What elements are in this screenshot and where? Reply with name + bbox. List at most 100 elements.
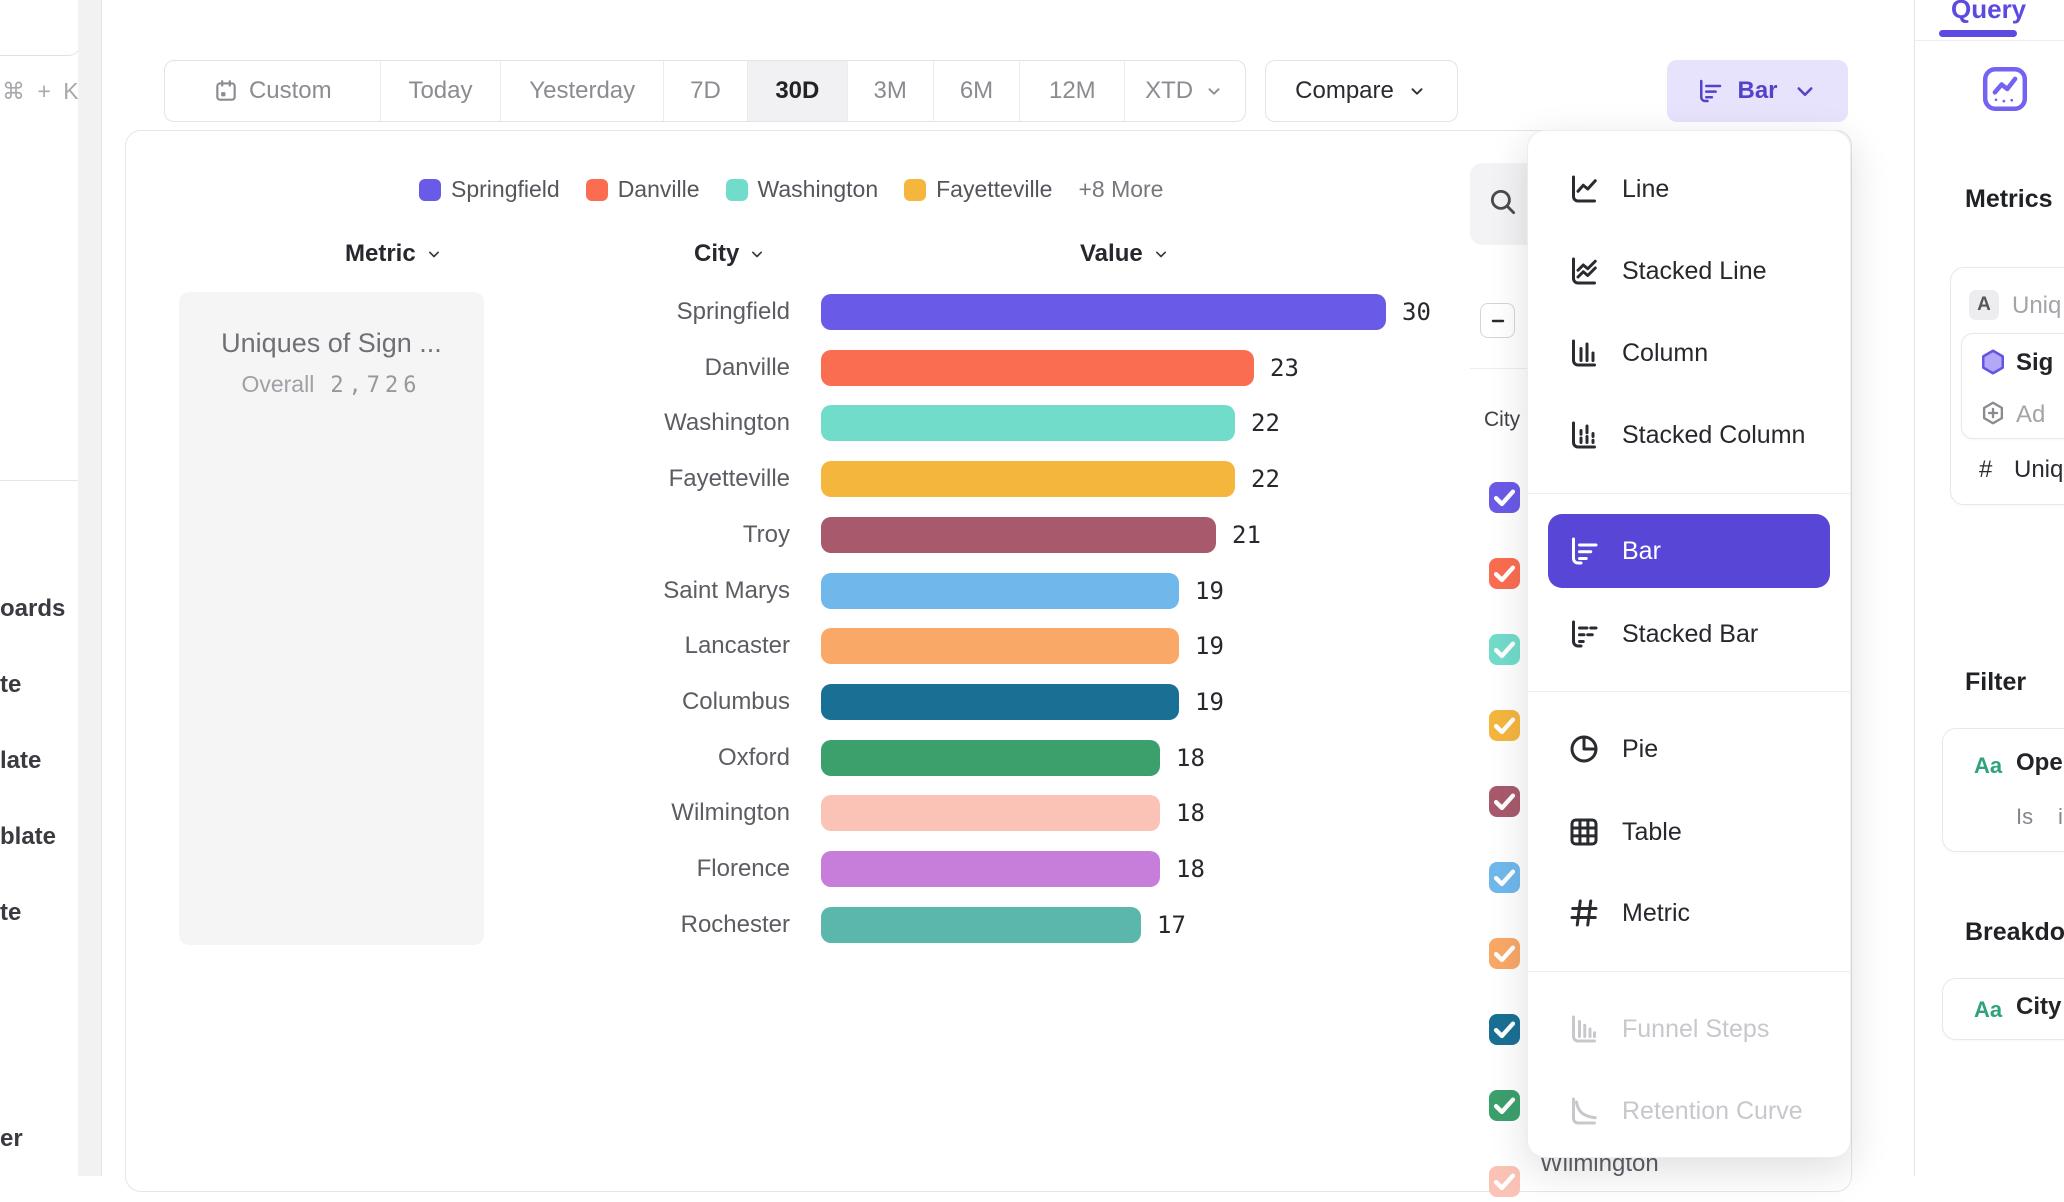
rail-nav-item-partial[interactable]: te	[0, 899, 22, 926]
column-header-value[interactable]: Value	[1080, 240, 1171, 268]
bar-troy[interactable]	[821, 516, 1216, 553]
legend-item[interactable]: Washington	[725, 176, 878, 203]
bar-value-label: 19	[1195, 576, 1224, 605]
bar-value-label: 23	[1270, 353, 1299, 382]
date-range-today[interactable]: Today	[379, 61, 501, 121]
menu-item-stacked-bar[interactable]: Stacked Bar	[1528, 593, 1850, 675]
series-checkbox-checked[interactable]	[1489, 633, 1520, 665]
series-checkbox-checked[interactable]	[1489, 1165, 1520, 1197]
legend-more-label[interactable]: +8 More	[1078, 176, 1164, 202]
legend-item[interactable]: Fayetteville	[904, 176, 1052, 203]
menu-item-column[interactable]: Column	[1528, 312, 1850, 394]
retention-curve-icon	[1566, 1093, 1602, 1129]
date-range-xtd[interactable]: XTD	[1124, 61, 1245, 121]
chart-legend: Springfield Danville Washington Fayettevill…	[419, 176, 1163, 203]
menu-item-label: Funnel Steps	[1622, 1014, 1770, 1043]
date-range-7d[interactable]: 7D	[663, 61, 747, 121]
bar-oxford[interactable]	[821, 739, 1160, 776]
legend-item[interactable]: Springfield	[419, 176, 560, 203]
bar-springfield[interactable]	[821, 294, 1386, 330]
rail-nav-item-partial[interactable]: oards	[0, 595, 66, 622]
rail-search-box[interactable]	[0, 0, 82, 56]
menu-item-label: Stacked Column	[1622, 420, 1806, 449]
date-range-custom[interactable]: Custom	[165, 61, 380, 121]
metric-title: Uniques of Sign ...	[221, 328, 442, 358]
add-event-icon[interactable]	[1979, 399, 2007, 427]
rail-divider	[0, 480, 78, 481]
bar-value-label: 22	[1251, 465, 1280, 494]
bar-danville[interactable]	[821, 349, 1254, 386]
bar-lancaster[interactable]	[821, 628, 1179, 665]
check-icon	[1489, 634, 1520, 665]
bar-columbus[interactable]	[821, 683, 1179, 720]
series-checkbox-checked[interactable]	[1489, 1013, 1520, 1045]
date-range-30d-selected[interactable]: 30D	[746, 61, 847, 121]
funnel-steps-icon	[1566, 1011, 1602, 1047]
stacked-line-chart-icon	[1566, 253, 1602, 289]
tab-query[interactable]: Query	[1951, 0, 2027, 24]
select-all-checkbox-indeterminate[interactable]	[1480, 303, 1515, 338]
chart-type-button-label: Bar	[1737, 77, 1778, 104]
series-checkbox-checked[interactable]	[1489, 709, 1520, 741]
bar-saint-marys[interactable]	[821, 572, 1179, 609]
bar-row-label: Oxford	[717, 743, 790, 771]
series-checkbox-checked[interactable]	[1489, 861, 1520, 893]
menu-item-stacked-column[interactable]: Stacked Column	[1528, 394, 1850, 476]
date-range-yesterday[interactable]: Yesterday	[500, 61, 663, 121]
filter-card[interactable]: Aa Ope Is i	[1942, 728, 2064, 852]
menu-divider	[1528, 971, 1850, 972]
rail-nav-item-partial[interactable]: blate	[0, 823, 57, 850]
pie-chart-icon	[1566, 731, 1602, 767]
rail-nav-item-partial[interactable]: late	[0, 747, 42, 774]
bar-value-label: 21	[1232, 520, 1261, 549]
breakdown-property[interactable]: City	[2016, 993, 2062, 1020]
menu-item-bar[interactable]: Bar	[1548, 514, 1830, 588]
date-range-6m[interactable]: 6M	[932, 61, 1020, 121]
overall-label: Overall	[241, 371, 315, 397]
event-picker-card[interactable]: Sig Ad	[1961, 333, 2064, 439]
legend-swatch	[585, 178, 608, 201]
check-icon	[1489, 558, 1520, 589]
filter-value[interactable]: i	[2058, 804, 2063, 829]
menu-item-metric[interactable]: Metric	[1528, 872, 1850, 954]
legend-label: Danville	[617, 176, 700, 202]
filter-operator[interactable]: Is	[2016, 804, 2034, 829]
legend-swatch	[904, 178, 927, 201]
series-checkbox-checked[interactable]	[1489, 1089, 1520, 1121]
chart-type-button[interactable]: Bar	[1667, 60, 1848, 122]
series-checkbox-checked[interactable]	[1489, 557, 1520, 589]
legend-item[interactable]: Danville	[585, 176, 700, 203]
bar-chart-icon	[1695, 76, 1725, 106]
bar-washington[interactable]	[821, 405, 1235, 442]
event-name[interactable]: Sig	[2016, 349, 2054, 376]
metric-summary-card[interactable]: Uniques of Sign ... Overall 2,726	[179, 292, 484, 945]
bar-fayetteville[interactable]	[821, 461, 1235, 498]
bar-row-label: Washington	[664, 409, 790, 437]
series-checkbox-checked[interactable]	[1489, 937, 1520, 969]
date-range-12m[interactable]: 12M	[1019, 61, 1124, 121]
date-range-3m[interactable]: 3M	[846, 61, 933, 121]
calendar-icon	[213, 78, 239, 104]
bar-row-label: Springfield	[676, 298, 790, 325]
compare-button[interactable]: Compare	[1265, 60, 1458, 122]
column-header-city[interactable]: City	[694, 240, 767, 268]
menu-item-line[interactable]: Line	[1528, 148, 1850, 230]
bar-wilmington[interactable]	[821, 795, 1160, 832]
measure-label[interactable]: Uniqu	[2014, 456, 2064, 483]
metrics-card[interactable]: A Uniq Sig Ad # Uniqu	[1950, 267, 2064, 505]
column-header-metric[interactable]: Metric	[345, 240, 444, 268]
menu-item-label: Metric	[1622, 898, 1691, 927]
series-checkbox-checked[interactable]	[1489, 785, 1520, 817]
rail-nav-item-partial[interactable]: te	[0, 671, 22, 698]
bar-florence[interactable]	[821, 851, 1160, 887]
rail-nav-item-partial[interactable]: er	[0, 1125, 23, 1152]
menu-item-stacked-line[interactable]: Stacked Line	[1528, 230, 1850, 312]
query-chart-icon[interactable]	[1978, 62, 2032, 116]
breakdown-card[interactable]: Aa City	[1942, 978, 2064, 1040]
filter-property[interactable]: Ope	[2016, 749, 2063, 776]
bar-rochester[interactable]	[821, 906, 1141, 943]
menu-item-pie[interactable]: Pie	[1528, 708, 1850, 790]
series-checkbox-checked[interactable]	[1489, 481, 1520, 513]
menu-item-table[interactable]: Table	[1528, 791, 1850, 873]
add-event-label[interactable]: Ad	[2016, 401, 2046, 428]
